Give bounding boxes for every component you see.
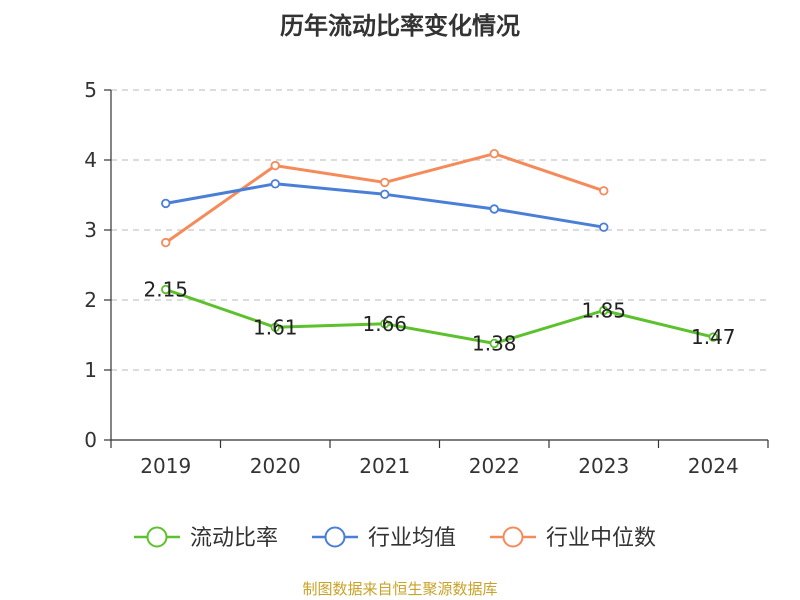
x-tick-label: 2021 [359, 454, 410, 478]
legend-label: 行业中位数 [546, 526, 656, 551]
axes: 0 1 2 3 4 5 2019 2020 2021 2022 2023 2024 [84, 78, 769, 478]
data-point [161, 237, 171, 248]
data-point [489, 148, 499, 159]
data-label: 1.61 [253, 315, 298, 339]
y-tick-label: 2 [84, 288, 97, 312]
x-tick-label: 2022 [469, 454, 520, 478]
data-label: 1.38 [472, 331, 517, 355]
data-label: 2.15 [143, 278, 188, 302]
data-point [380, 177, 390, 188]
data-point [599, 305, 609, 316]
legend-label: 流动比率 [190, 526, 278, 551]
data-point [270, 179, 280, 189]
data-point [380, 319, 390, 329]
source-note: 制图数据来自恒生聚源数据库 [302, 580, 498, 598]
y-tick-label: 3 [84, 218, 97, 242]
y-tick-label: 1 [84, 358, 97, 382]
legend-marker-icon [324, 526, 346, 548]
y-tick-label: 4 [84, 148, 97, 172]
data-label: 1.85 [581, 299, 626, 323]
data-point [380, 189, 390, 199]
data-label: 1.47 [691, 325, 736, 349]
series-layer [161, 148, 718, 349]
data-label: 1.66 [362, 312, 407, 336]
y-tick-label: 0 [84, 428, 97, 452]
x-tick-label: 2024 [688, 454, 739, 478]
data-point [270, 322, 280, 332]
x-tick-label: 2020 [250, 454, 301, 478]
x-tick-label: 2019 [140, 454, 191, 478]
chart-title: 历年流动比率变化情况 [280, 12, 520, 40]
data-point [599, 222, 609, 232]
legend-marker-icon [146, 526, 168, 548]
series-line [165, 288, 714, 345]
data-point [489, 204, 499, 214]
legend-label: 行业均值 [368, 526, 456, 551]
data-point [161, 198, 171, 209]
data-point [161, 284, 171, 295]
legend: 流动比率 行业均值 行业中位数 [134, 526, 656, 551]
legend-marker-icon [502, 526, 524, 548]
data-point [599, 186, 609, 196]
x-tick-label: 2023 [578, 454, 629, 478]
data-labels: 2.15 1.61 1.66 1.38 1.85 1.47 [143, 278, 735, 356]
y-tick-label: 5 [84, 78, 97, 102]
data-point [489, 338, 499, 349]
data-point [270, 160, 280, 171]
data-point [708, 332, 718, 342]
